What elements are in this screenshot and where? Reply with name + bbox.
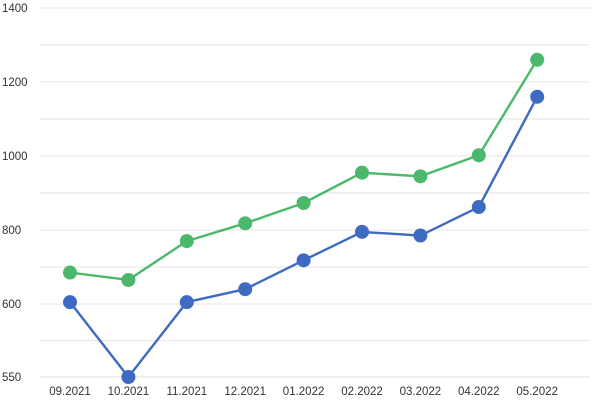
data-point [355, 165, 369, 180]
data-point [413, 228, 428, 243]
x-tick-label: 04.2022 [458, 386, 500, 398]
data-point [63, 295, 77, 310]
series [63, 52, 545, 384]
series-line [68, 95, 539, 379]
data-point [355, 224, 369, 239]
x-tick-label: 03.2022 [400, 386, 442, 398]
x-tick-label: 09.2021 [49, 386, 91, 398]
data-point [179, 295, 194, 310]
series-1 [63, 52, 545, 287]
data-point [530, 52, 545, 67]
y-tick-label: 1000 [2, 151, 28, 163]
x-axis-ticks: 09.2021 10.2021 11.2021 12.2021 01.2022 02.20… [49, 386, 558, 398]
data-point [530, 89, 545, 104]
data-point [121, 370, 136, 384]
y-tick-label: 1400 [2, 3, 28, 15]
x-tick-label: 01.2022 [283, 386, 325, 398]
data-point [296, 195, 311, 210]
data-point [296, 253, 311, 268]
data-point [121, 272, 136, 287]
data-point [238, 216, 253, 231]
data-point [471, 148, 486, 163]
y-tick-label: 800 [2, 225, 21, 237]
series-line [68, 58, 539, 282]
y-axis-ticks: 1400 1200 1000 800 600 550 [2, 3, 28, 384]
x-tick-label: 11.2021 [166, 386, 207, 398]
x-tick-label: 10.2021 [108, 386, 150, 398]
data-point [63, 265, 77, 280]
y-tick-label: 550 [2, 372, 21, 384]
x-tick-label: 02.2022 [341, 386, 383, 398]
data-point [179, 234, 194, 249]
series-2 [63, 89, 545, 384]
data-point [238, 282, 253, 297]
grid [40, 7, 590, 378]
x-tick-label: 12.2021 [224, 386, 266, 398]
y-tick-label: 1200 [2, 77, 28, 89]
x-tick-label: 05.2022 [516, 386, 558, 398]
y-tick-label: 600 [2, 299, 21, 311]
data-point [471, 200, 486, 215]
data-point [413, 169, 428, 184]
